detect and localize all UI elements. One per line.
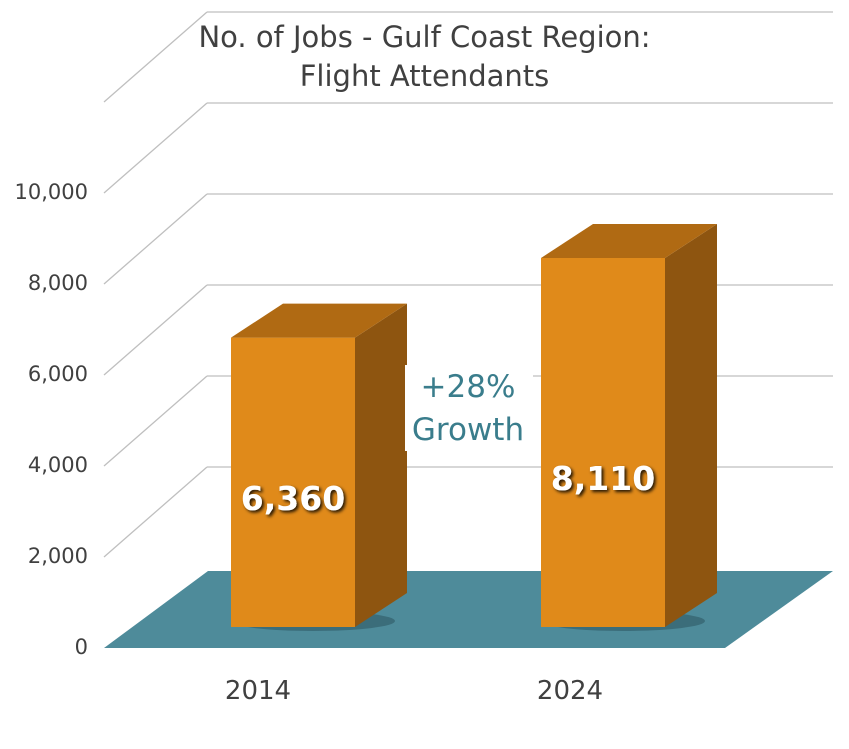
y-tick-label: 6,000 (28, 362, 88, 386)
bar-side (355, 303, 407, 627)
gridline-diagonal (103, 193, 208, 285)
y-tick-label: 4,000 (28, 453, 88, 477)
bar-top (541, 223, 717, 258)
x-tick-label: 2024 (537, 676, 603, 706)
bars: 6,360 8,110 (231, 223, 717, 631)
chart-floor (104, 571, 833, 648)
growth-percent-label: +28% (421, 369, 516, 405)
chart-title: No. of Jobs - Gulf Coast Region: (198, 20, 651, 54)
bar-front (541, 257, 665, 627)
y-axis-ticks: 0 2,000 4,000 6,000 8,000 10,000 (15, 180, 88, 659)
bar-2024: 8,110 (541, 223, 717, 631)
gridline-diagonal (103, 375, 208, 467)
bar-top (231, 303, 407, 338)
y-tick-label: 10,000 (15, 180, 88, 204)
gridlines (103, 11, 833, 558)
x-tick-label: 2014 (225, 676, 291, 706)
growth-word-label: Growth (412, 412, 524, 448)
gridline-diagonal (103, 466, 208, 558)
bar-2014: 6,360 (231, 303, 407, 631)
bar-value-label: 6,360 (241, 479, 345, 518)
growth-annotation: +28% Growth (405, 365, 533, 451)
gridline-diagonal (103, 284, 208, 376)
y-tick-label: 0 (75, 635, 88, 659)
y-tick-label: 2,000 (28, 544, 88, 568)
annotation-background (405, 365, 533, 451)
chart-subtitle: Flight Attendants (299, 59, 550, 93)
y-tick-label: 8,000 (28, 271, 88, 295)
gridline-diagonal (103, 102, 208, 194)
bar-value-label: 8,110 (551, 459, 655, 498)
bar-front (231, 337, 355, 627)
gridline-diagonal (103, 11, 208, 103)
x-axis-ticks: 2014 2024 (225, 676, 603, 706)
bar-side (665, 223, 717, 627)
